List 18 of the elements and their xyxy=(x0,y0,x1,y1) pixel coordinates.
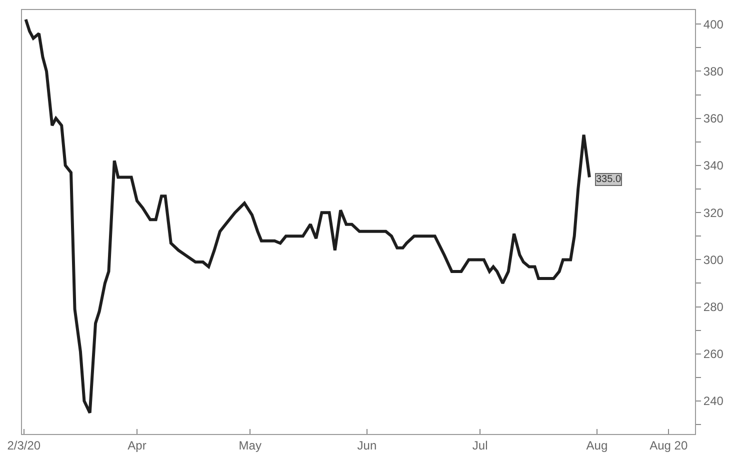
y-tick-label: 400 xyxy=(703,17,724,32)
x-tick-label: May xyxy=(238,438,262,452)
x-tick-label: Jul xyxy=(472,438,488,452)
x-tick-label: 2/3/20 xyxy=(7,438,41,452)
y-tick-label: 380 xyxy=(703,64,724,78)
y-tick-label: 320 xyxy=(703,206,724,220)
y-tick-label: 300 xyxy=(703,252,724,267)
x-tick-label: Aug xyxy=(586,438,608,452)
y-tick-label: 240 xyxy=(703,394,724,408)
y-tick-label: 360 xyxy=(703,112,724,126)
y-tick-label: 340 xyxy=(703,158,724,173)
x-tick-label: Aug 20 xyxy=(650,438,688,452)
line-series xyxy=(24,18,591,414)
x-tick-label: Jun xyxy=(357,438,377,452)
y-tick-label: 260 xyxy=(703,347,724,362)
x-tick-label: Apr xyxy=(128,438,146,452)
y-tick-label: 280 xyxy=(703,300,724,314)
annotation: 335.0 xyxy=(596,174,622,185)
